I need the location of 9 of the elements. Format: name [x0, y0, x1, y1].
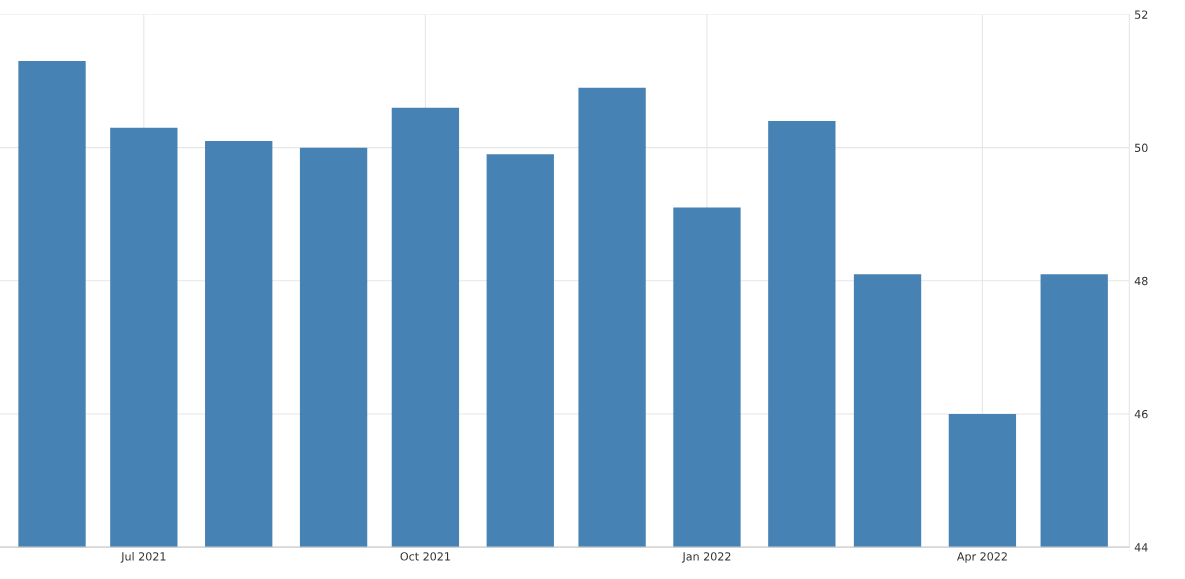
y-tick-label: 44 [1134, 543, 1148, 552]
y-tick-label: 50 [1135, 143, 1148, 153]
y-tick-label: 52 [1135, 10, 1148, 19]
x-tick-label: Oct 2021 [400, 552, 450, 561]
x-tick-label: Jul 2021 [120, 552, 166, 563]
x-tick-label: Jan 2022 [681, 552, 731, 563]
y-tick-label: 46 [1134, 409, 1148, 419]
x-tick-label: Apr 2022 [956, 552, 1007, 563]
y-tick-label: 48 [1134, 276, 1148, 286]
